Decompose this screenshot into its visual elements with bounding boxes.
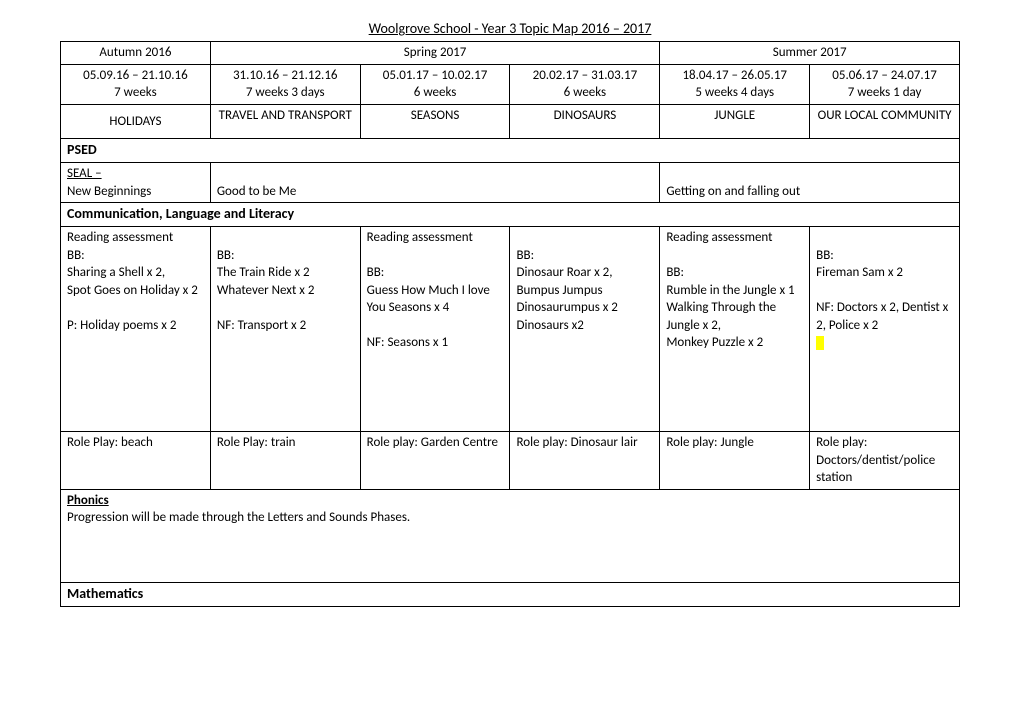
math-heading-row: Mathematics: [61, 582, 960, 606]
psed-heading: PSED: [61, 139, 960, 163]
date-cell: 05.01.17 – 10.02.176 weeks: [360, 64, 510, 104]
topic-map-table: Autumn 2016 Spring 2017 Summer 2017 05.0…: [60, 41, 960, 607]
cll-cell: BB: Fireman Sam x 2 NF: Doctors x 2, Den…: [810, 227, 960, 432]
psed-cell: SEAL – New Beginnings: [61, 163, 211, 203]
date-cell: 31.10.16 – 21.12.167 weeks 3 days: [210, 64, 360, 104]
roleplay-row: Role Play: beach Role Play: train Role p…: [61, 432, 960, 490]
psed-heading-row: PSED: [61, 139, 960, 163]
date-cell: 20.02.17 – 31.03.176 weeks: [510, 64, 660, 104]
roleplay-cell: Role play: Garden Centre: [360, 432, 510, 490]
page-title: Woolgrove School - Year 3 Topic Map 2016…: [60, 20, 960, 37]
highlight-mark: [816, 336, 824, 350]
term-autumn: Autumn 2016: [61, 42, 211, 65]
topic-cell: SEASONS: [360, 104, 510, 139]
phonics-row: Phonics Progression will be made through…: [61, 489, 960, 582]
topic-cell: DINOSAURS: [510, 104, 660, 139]
cll-content-row: Reading assessment BB: Sharing a Shell x…: [61, 227, 960, 432]
dates-row: 05.09.16 – 21.10.167 weeks 31.10.16 – 21…: [61, 64, 960, 104]
topic-cell: HOLIDAYS: [61, 104, 211, 139]
topics-row: HOLIDAYS TRAVEL AND TRANSPORT SEASONS DI…: [61, 104, 960, 139]
term-spring: Spring 2017: [210, 42, 659, 65]
term-summer: Summer 2017: [660, 42, 960, 65]
cll-cell: BB: Dinosaur Roar x 2, Bumpus Jumpus Din…: [510, 227, 660, 432]
date-cell: 18.04.17 – 26.05.175 weeks 4 days: [660, 64, 810, 104]
roleplay-cell: Role play: Dinosaur lair: [510, 432, 660, 490]
roleplay-cell: Role Play: train: [210, 432, 360, 490]
roleplay-cell: Role play: Doctors/dentist/police statio…: [810, 432, 960, 490]
topic-cell: JUNGLE: [660, 104, 810, 139]
psed-row: SEAL – New Beginnings Good to be Me Gett…: [61, 163, 960, 203]
cll-heading-row: Communication, Language and Literacy: [61, 203, 960, 227]
topic-cell: OUR LOCAL COMMUNITY: [810, 104, 960, 139]
roleplay-cell: Role play: Jungle: [660, 432, 810, 490]
roleplay-cell: Role Play: beach: [61, 432, 211, 490]
cll-cell: Reading assessment BB: Guess How Much I …: [360, 227, 510, 432]
topic-cell: TRAVEL AND TRANSPORT: [210, 104, 360, 139]
phonics-cell: Phonics Progression will be made through…: [61, 489, 960, 582]
cll-cell: BB: The Train Ride x 2 Whatever Next x 2…: [210, 227, 360, 432]
date-cell: 05.06.17 – 24.07.177 weeks 1 day: [810, 64, 960, 104]
cll-cell: Reading assessment BB: Sharing a Shell x…: [61, 227, 211, 432]
cll-cell: Reading assessment BB: Rumble in the Jun…: [660, 227, 810, 432]
psed-cell: Good to be Me: [210, 163, 659, 203]
cll-heading: Communication, Language and Literacy: [61, 203, 960, 227]
psed-cell: Getting on and falling out: [660, 163, 960, 203]
date-cell: 05.09.16 – 21.10.167 weeks: [61, 64, 211, 104]
math-heading: Mathematics: [61, 582, 960, 606]
term-row: Autumn 2016 Spring 2017 Summer 2017: [61, 42, 960, 65]
